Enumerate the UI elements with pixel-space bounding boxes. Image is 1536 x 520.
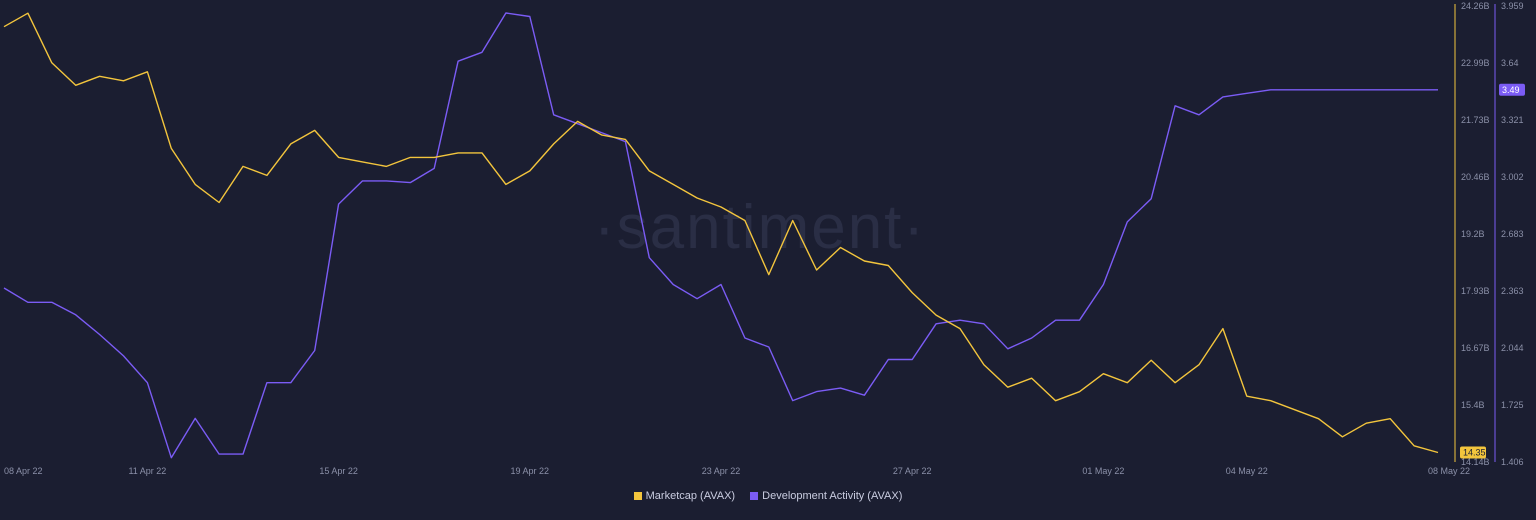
legend-item-marketcap[interactable]: Marketcap (AVAX) bbox=[633, 490, 736, 502]
left-y-tick-label: 20.46B bbox=[1461, 172, 1490, 182]
right-axis-ticks: 3.959 3.64 3.321 3.002 2.683 2.363 2.044 1.725 1… bbox=[1501, 1, 1524, 467]
marketcap-current-label: 14.35B bbox=[1463, 448, 1492, 458]
x-axis-ticks: 08 Apr 22 11 Apr 22 15 Apr 22 19 Apr 22 23 A… bbox=[4, 466, 1470, 476]
left-axis-ticks: 24.26B 22.99B 21.73B 20.46B 19.2B 17.93B 16.67… bbox=[1461, 1, 1490, 467]
left-y-tick-label: 14.14B bbox=[1461, 457, 1490, 467]
chart-legend: Marketcap (AVAX) Development Activity (A… bbox=[0, 490, 1536, 503]
watermark: ·santiment· bbox=[594, 193, 926, 262]
right-y-tick-label: 3.959 bbox=[1501, 1, 1524, 11]
x-tick-label: 11 Apr 22 bbox=[128, 466, 166, 476]
dev-activity-swatch-icon bbox=[750, 492, 759, 500]
legend-label-marketcap: Marketcap (AVAX) bbox=[645, 490, 736, 502]
marketcap-swatch-icon bbox=[633, 492, 642, 500]
right-y-tick-label: 2.044 bbox=[1501, 343, 1524, 353]
x-tick-label: 19 Apr 22 bbox=[511, 466, 550, 476]
left-y-tick-label: 17.93B bbox=[1461, 286, 1490, 296]
left-y-tick-label: 22.99B bbox=[1461, 58, 1490, 68]
x-tick-label: 08 Apr 22 bbox=[4, 466, 43, 476]
x-tick-label: 01 May 22 bbox=[1082, 466, 1124, 476]
left-y-tick-label: 21.73B bbox=[1461, 115, 1490, 125]
left-y-tick-label: 16.67B bbox=[1461, 343, 1490, 353]
right-y-tick-label: 3.321 bbox=[1501, 115, 1524, 125]
x-tick-label: 27 Apr 22 bbox=[893, 466, 932, 476]
legend-label-dev-activity: Development Activity (AVAX) bbox=[762, 490, 903, 502]
right-y-tick-label: 1.725 bbox=[1501, 400, 1524, 410]
dev-activity-current-label-bg bbox=[1499, 83, 1525, 96]
x-tick-label: 04 May 22 bbox=[1226, 466, 1268, 476]
left-y-tick-label: 24.26B bbox=[1461, 1, 1490, 11]
x-tick-label: 08 May 22 bbox=[1428, 466, 1470, 476]
marketcap-line bbox=[3, 12, 1439, 454]
right-y-tick-label: 1.406 bbox=[1501, 457, 1524, 467]
legend-item-dev-activity[interactable]: Development Activity (AVAX) bbox=[750, 490, 902, 502]
series-lines bbox=[3, 12, 1439, 459]
left-y-tick-label: 19.2B bbox=[1461, 229, 1485, 239]
right-y-tick-label: 3.64 bbox=[1501, 58, 1519, 68]
x-tick-label: 15 Apr 22 bbox=[319, 466, 358, 476]
dev-activity-current-label: 3.49 bbox=[1502, 85, 1520, 95]
right-y-tick-label: 2.363 bbox=[1501, 286, 1524, 296]
current-value-labels: 14.35B 3.49 bbox=[1460, 83, 1525, 459]
dev-activity-line bbox=[3, 12, 1438, 459]
right-y-tick-label: 2.683 bbox=[1501, 229, 1524, 239]
x-tick-label: 23 Apr 22 bbox=[702, 466, 741, 476]
right-y-tick-label: 3.002 bbox=[1501, 172, 1524, 182]
marketcap-current-label-bg bbox=[1460, 446, 1486, 459]
left-y-tick-label: 15.4B bbox=[1461, 400, 1485, 410]
